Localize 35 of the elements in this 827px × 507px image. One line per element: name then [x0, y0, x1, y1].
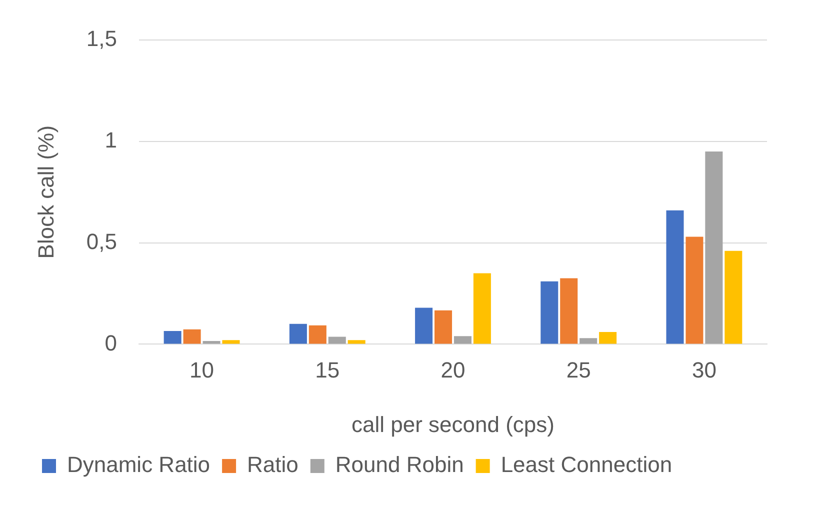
x-tick-label: 10 — [190, 357, 214, 382]
bar — [202, 340, 220, 344]
bar — [560, 278, 578, 344]
bar — [308, 325, 326, 344]
x-tick-label: 15 — [315, 357, 340, 382]
x-tick-label: 30 — [692, 357, 716, 382]
bar — [540, 281, 558, 344]
legend-label: Dynamic Ratio — [67, 452, 210, 478]
bar — [183, 329, 201, 344]
bar — [724, 250, 742, 344]
x-axis-title: call per second (cps) — [352, 412, 554, 437]
bar — [222, 340, 240, 344]
y-tick-label: 0 — [104, 330, 117, 356]
bar — [328, 336, 346, 344]
bar — [434, 310, 452, 344]
y-tick-label: 1,5 — [86, 26, 117, 52]
legend-label: Least Connection — [500, 452, 672, 478]
bar — [705, 152, 723, 344]
x-tick-label: 20 — [440, 357, 466, 382]
bar — [164, 331, 182, 344]
legend-label: Ratio — [247, 452, 298, 478]
bar — [415, 308, 433, 344]
bar — [454, 336, 472, 344]
y-axis-title: Block call (%) — [33, 125, 58, 259]
y-tick-label: 0,5 — [86, 228, 117, 254]
bar — [599, 332, 617, 344]
bar — [666, 210, 684, 344]
legend-label: Round Robin — [335, 452, 464, 478]
bar — [289, 324, 307, 344]
bar — [686, 236, 704, 344]
y-tick-label: 1 — [104, 127, 117, 152]
bar — [580, 338, 598, 344]
x-tick-label: 25 — [566, 357, 591, 382]
bar — [473, 273, 491, 344]
bar — [348, 340, 366, 344]
